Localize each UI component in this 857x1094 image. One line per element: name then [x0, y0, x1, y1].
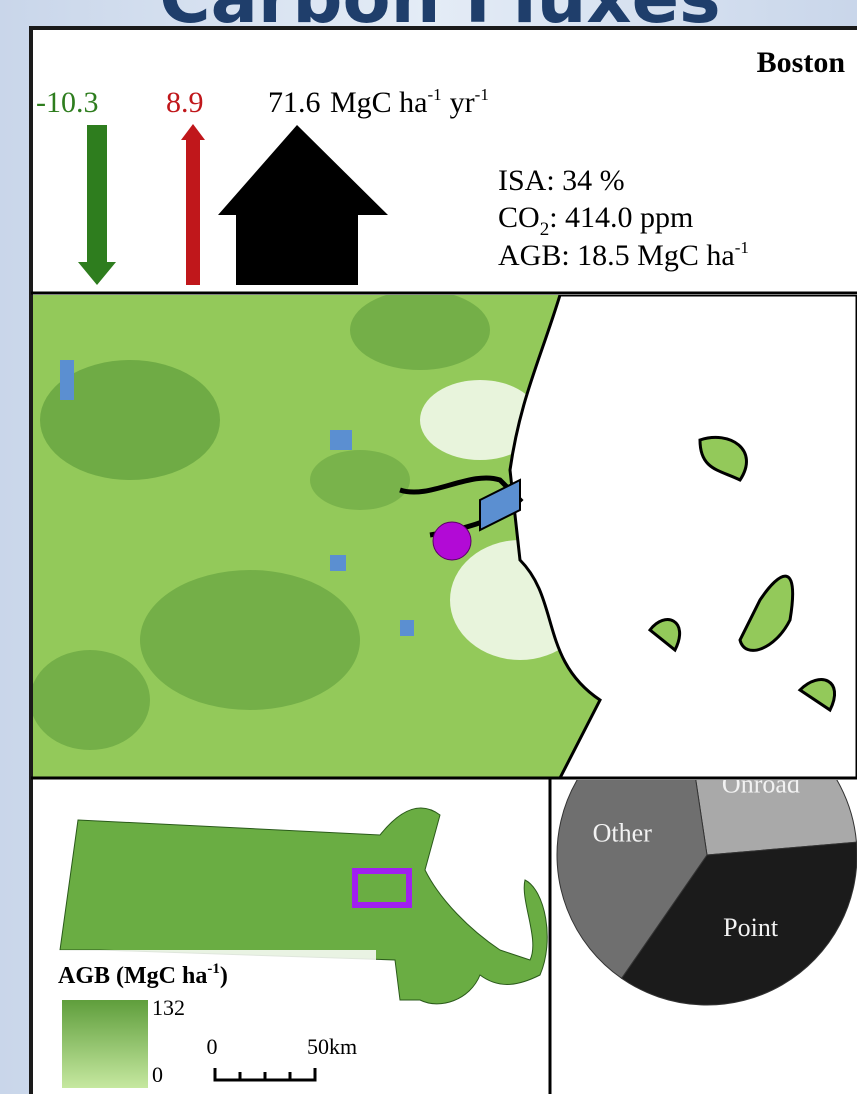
- legend-title-a: AGB (MgC ha: [58, 963, 207, 989]
- agb-exp: -1: [735, 238, 749, 257]
- agb: AGB: 18.5 MgC ha-1: [498, 238, 749, 272]
- legend-max: 132: [152, 995, 185, 1020]
- city-name: Boston: [757, 46, 846, 79]
- co2-sub: 2: [540, 219, 550, 240]
- legend-title: AGB (MgC ha-1): [58, 961, 228, 989]
- sink-value: -10.3: [36, 86, 99, 119]
- unit-base: MgC ha: [330, 86, 428, 119]
- co2-label: CO: [498, 201, 540, 234]
- legend-ramp: [62, 1000, 148, 1088]
- unit-exp: -1: [475, 85, 489, 104]
- infographic: Carbon Fluxes Boston -10.3 8.9 71.6 MgC …: [0, 0, 857, 1094]
- unit-exp: -1: [428, 85, 442, 104]
- pie-label: Other: [593, 818, 653, 847]
- legend-title-exp: -1: [207, 961, 220, 977]
- agb-value: AGB: 18.5 MgC ha: [498, 239, 735, 272]
- scale-start: 0: [207, 1034, 218, 1059]
- page: Carbon Fluxes Boston -10.3 8.9 71.6 MgC …: [0, 0, 857, 1094]
- isa: ISA: 34 %: [498, 164, 625, 197]
- scale-end: 50km: [307, 1034, 357, 1059]
- emission-value: 71.6: [268, 86, 321, 119]
- unit-time: yr: [450, 86, 475, 119]
- legend-title-b: ): [220, 963, 228, 989]
- source-value: 8.9: [166, 86, 204, 119]
- pie-label: Point: [723, 913, 779, 942]
- legend-min: 0: [152, 1062, 163, 1087]
- boston-map: [30, 290, 857, 778]
- co2-value: : 414.0 ppm: [549, 201, 693, 234]
